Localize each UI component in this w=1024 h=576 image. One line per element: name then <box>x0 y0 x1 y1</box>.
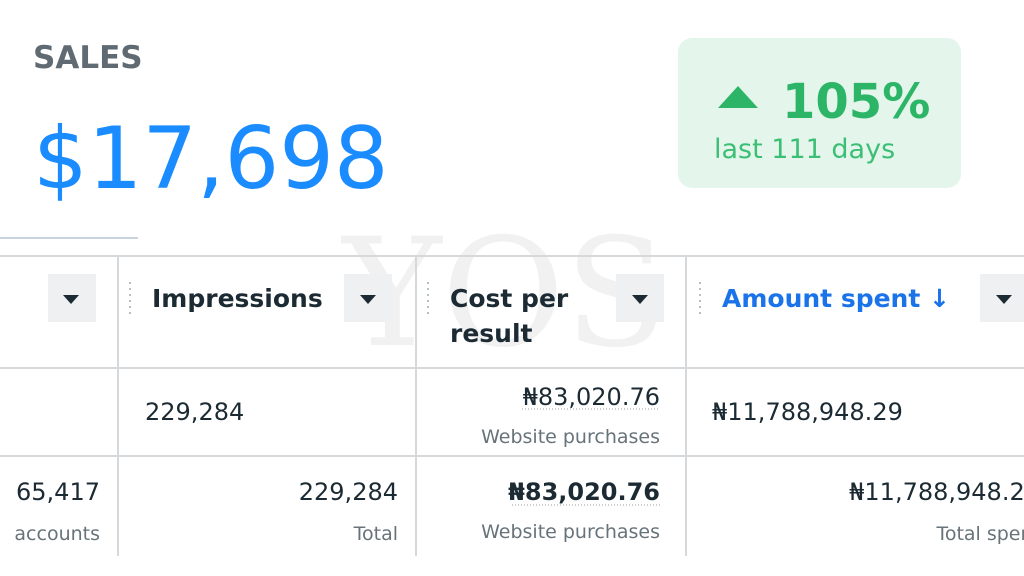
table: Impressions Cost per result Amount spent… <box>0 255 1024 556</box>
cell-sub: Total <box>353 523 398 545</box>
menu-arrow <box>996 295 1012 304</box>
column-header[interactable]: Cost per <box>450 284 569 313</box>
change-value: 105% <box>782 74 930 130</box>
kpi-label: SALES <box>33 40 143 76</box>
menu-arrow <box>360 295 376 304</box>
cell: ₦11,788,948.29 <box>712 398 903 426</box>
cell-sub: Website purchases <box>481 521 660 543</box>
cell: ₦11,788,948.29 <box>849 478 1024 506</box>
cell: 229,284 <box>299 478 398 506</box>
watermark: YOS <box>341 207 668 381</box>
cell[interactable]: ₦83,020.76 <box>508 478 660 506</box>
cell-sub: Website purchases <box>481 426 660 448</box>
cell-sub: accounts <box>14 523 100 545</box>
menu-arrow <box>63 295 79 304</box>
column-header[interactable]: result <box>450 319 533 348</box>
change-badge <box>678 38 961 188</box>
cell-sub: Total spent <box>935 523 1024 545</box>
cell: 229,284 <box>145 398 244 426</box>
cell: 65,417 <box>16 478 100 506</box>
cell[interactable]: ₦83,020.76 <box>523 383 660 411</box>
column-header[interactable]: Impressions <box>152 284 323 313</box>
column-header-sorted[interactable]: Amount spent ↓ <box>722 284 950 313</box>
kpi-value: $17,698 <box>33 109 389 209</box>
change-period: last 111 days <box>714 134 895 165</box>
up-arrow <box>718 86 758 108</box>
menu-arrow <box>632 295 648 304</box>
